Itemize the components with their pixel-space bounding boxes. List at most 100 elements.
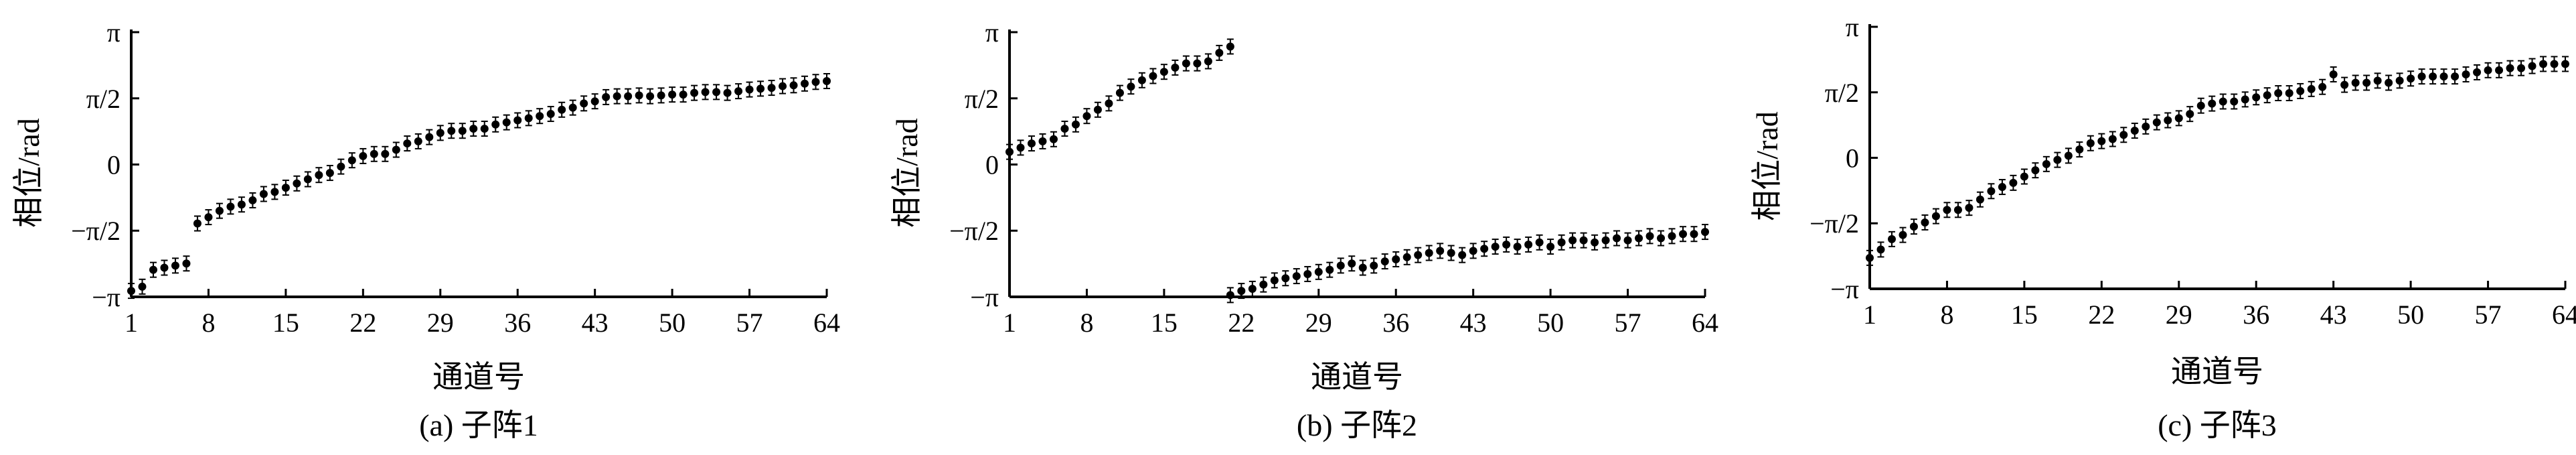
data-point-a [602, 88, 611, 105]
x-tick-label-c: 36 [2243, 300, 2269, 330]
data-point-a [491, 116, 500, 133]
data-point-a [347, 152, 356, 169]
data-point-a [403, 135, 412, 152]
data-point-a [138, 278, 147, 295]
data-point-b [1657, 230, 1666, 247]
data-point-c [2439, 68, 2448, 85]
data-point-c [2340, 76, 2349, 93]
data-point-c [1953, 202, 1962, 218]
data-point-c [1943, 202, 1951, 218]
data-point-c [2086, 135, 2095, 151]
y-tick-label-a: −π [92, 282, 120, 312]
plot-area-b: 1 8 15 22 29 36 43 50 57 64 π π/2 0 −π/2 −π [949, 17, 1718, 338]
data-point-a [524, 110, 533, 127]
x-tick-label-c: 64 [2552, 300, 2576, 330]
data-point-c [1921, 214, 1929, 231]
data-point-c [2395, 72, 2404, 89]
data-point-a [425, 129, 434, 145]
x-tick-label-a: 57 [736, 308, 763, 338]
data-point-b [1380, 253, 1389, 270]
y-tick-label-a: π/2 [86, 84, 120, 114]
data-point-c [1909, 218, 1918, 235]
x-tick-label-a: 8 [202, 308, 215, 338]
data-point-a [690, 84, 699, 101]
y-tick-label-a: −π/2 [71, 216, 120, 246]
data-point-b [1579, 232, 1588, 249]
data-point-c [1866, 249, 1874, 266]
data-point-c [2462, 66, 2470, 83]
data-point-b [1568, 232, 1577, 249]
data-point-c [2539, 56, 2548, 72]
data-point-c [1931, 208, 1940, 224]
data-point-b [1226, 38, 1234, 55]
data-point-c [2252, 89, 2261, 106]
data-point-c [2196, 97, 2205, 114]
data-point-b [1193, 55, 1202, 72]
data-point-a [502, 114, 511, 131]
x-tick-label-b: 36 [1382, 308, 1409, 338]
data-point-a [767, 80, 776, 96]
x-tick-label-a: 36 [504, 308, 531, 338]
data-point-a [127, 283, 135, 300]
data-point-c [2318, 78, 2327, 95]
data-point-c [2152, 114, 2161, 131]
x-tick-label-a: 43 [582, 308, 609, 338]
data-point-b [1060, 121, 1069, 137]
x-tick-label-b: 1 [1003, 308, 1016, 338]
data-point-c [1965, 200, 1974, 216]
data-point-b [1679, 226, 1688, 243]
data-point-c [2351, 74, 2360, 91]
caption-a: (a) 子阵1 [419, 408, 538, 442]
data-point-a [513, 112, 522, 129]
data-point-a [580, 95, 588, 112]
data-point-b [1348, 255, 1356, 272]
data-point-a [668, 86, 677, 103]
data-point-b [1182, 55, 1190, 72]
data-point-a [734, 83, 743, 100]
x-tick-label-b: 29 [1305, 308, 1332, 338]
y-axis-title-a: 相位/rad [11, 118, 46, 228]
y-tick-label-b: −π/2 [949, 216, 999, 246]
data-point-c [2263, 87, 2271, 104]
x-axis-title-b: 通道号 [1311, 360, 1403, 394]
data-point-a [568, 99, 577, 116]
data-point-a [657, 87, 665, 104]
data-point-b [1149, 68, 1157, 84]
data-point-c [2230, 93, 2239, 110]
data-point-c [2385, 74, 2393, 91]
y-tick-label-c: π/2 [1825, 78, 1859, 108]
data-point-a [259, 186, 268, 202]
data-point-b [1171, 59, 1180, 76]
data-point-c [2296, 82, 2305, 99]
data-point-a [337, 158, 345, 175]
data-point-c [2119, 127, 2128, 143]
data-point-b [1690, 226, 1698, 243]
data-point-c [2020, 168, 2028, 185]
data-point-b [1701, 224, 1709, 241]
data-point-a [590, 93, 599, 110]
data-point-a [303, 171, 312, 188]
x-tick-label-b: 50 [1537, 308, 1564, 338]
data-point-b [1591, 234, 1599, 251]
panel-b: 1 8 15 22 29 36 43 50 57 64 π π/2 0 −π/2 −π 通道号 相位/rad… [890, 17, 1718, 442]
data-point-c [1899, 226, 1907, 243]
data-point-c [2075, 141, 2084, 158]
x-tick-label-b: 8 [1080, 308, 1093, 338]
data-point-a [789, 77, 798, 94]
data-point-a [325, 165, 334, 182]
data-point-c [2417, 68, 2426, 85]
data-point-a [204, 209, 213, 226]
data-point-a [447, 123, 456, 139]
data-point-a [281, 180, 290, 196]
data-point-b [1226, 287, 1234, 304]
data-point-a [712, 84, 721, 101]
data-point-b [1370, 257, 1378, 274]
data-point-b [1392, 251, 1400, 267]
data-point-a [149, 261, 157, 278]
data-point-b [1027, 135, 1036, 152]
data-point-b [1668, 228, 1676, 245]
data-point-c [2495, 62, 2504, 78]
data-point-b [1513, 239, 1522, 255]
data-point-c [2274, 85, 2283, 102]
x-axis-title-a: 通道号 [432, 360, 525, 394]
